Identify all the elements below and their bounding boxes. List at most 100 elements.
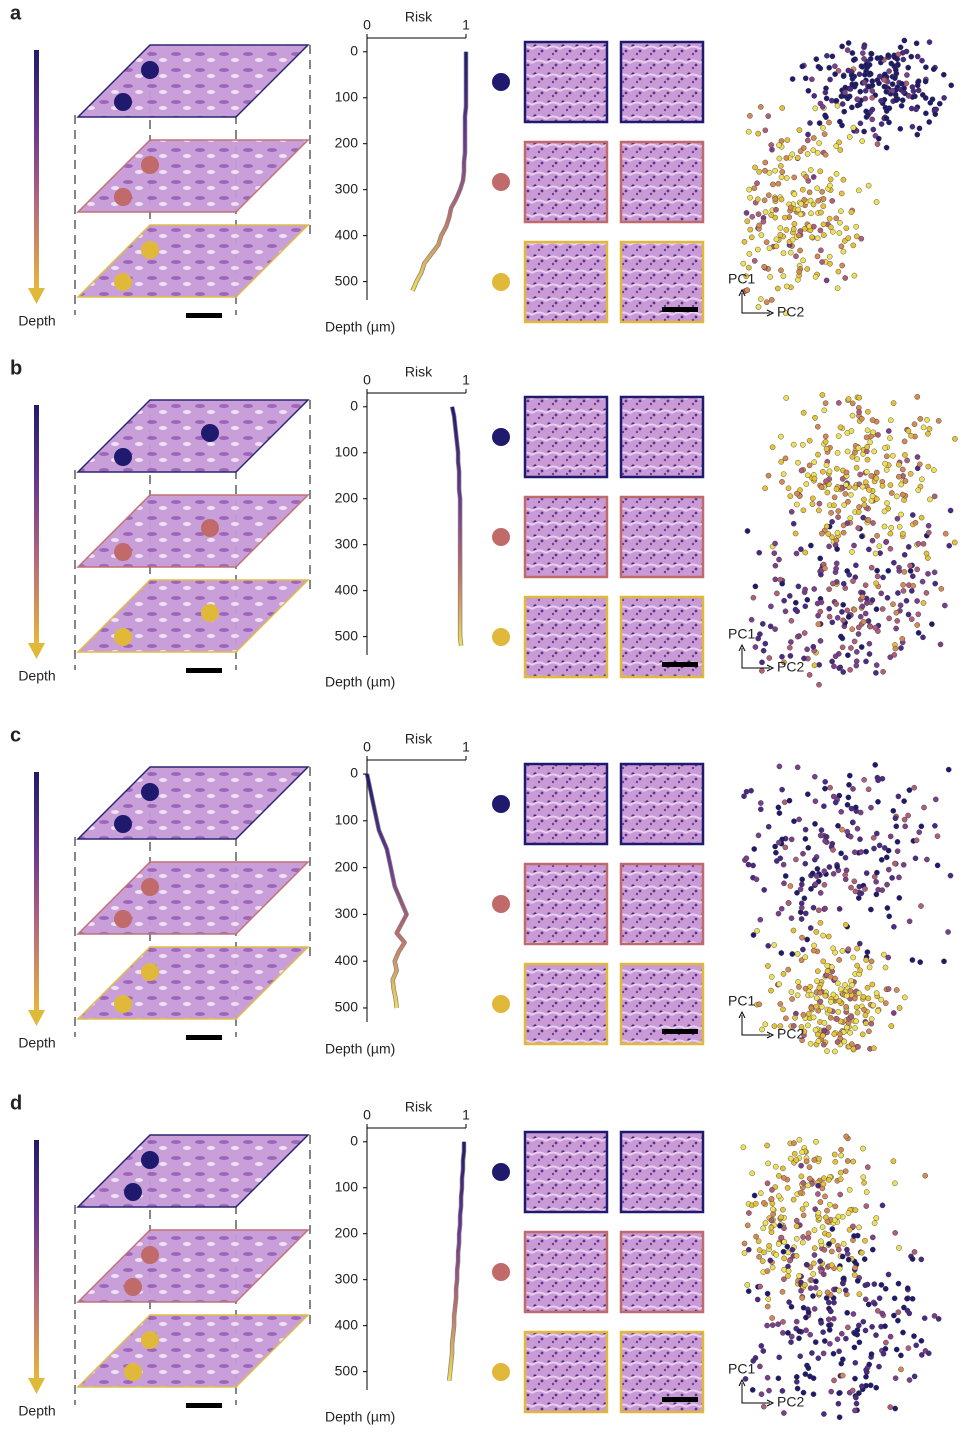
- embedding-dot: [778, 1214, 784, 1220]
- embedding-dot: [744, 218, 751, 225]
- embedding-dot: [740, 1144, 747, 1151]
- embedding-dot: [836, 400, 842, 406]
- embedding-dot: [888, 417, 894, 424]
- embedding-dot: [810, 1375, 817, 1381]
- embedding-dot: [841, 1038, 848, 1045]
- embedding-dot: [815, 1038, 822, 1044]
- embedding-dot: [806, 1175, 813, 1182]
- embedding-dot: [901, 37, 908, 44]
- y-axis-label: Depth (µm): [325, 674, 395, 690]
- embedding-dot: [891, 54, 898, 61]
- embedding-dot: [895, 1280, 902, 1287]
- embedding-dot: [850, 578, 856, 584]
- embedding-dot: [874, 496, 880, 502]
- x-tick-label: 0: [363, 17, 371, 33]
- embedding-dot: [831, 1031, 838, 1037]
- embedding-dot: [856, 504, 862, 510]
- embedding-dot: [805, 1022, 811, 1029]
- embedding-dot: [795, 459, 801, 466]
- embedding-dot: [895, 1317, 901, 1324]
- embedding-dot: [781, 1255, 788, 1262]
- embedding-dot: [825, 531, 832, 537]
- embedding-dot: [828, 509, 834, 516]
- embedding-dot: [868, 1351, 875, 1357]
- embedding-dot: [856, 101, 863, 108]
- embedding-dot: [879, 1310, 886, 1317]
- embedding-dot: [854, 649, 860, 655]
- embedding-dot: [756, 1254, 762, 1260]
- embedding-dot: [920, 634, 926, 641]
- embedding-dot: [862, 582, 869, 589]
- embedding-dot: [764, 1290, 771, 1297]
- embedding-dot: [810, 1014, 817, 1021]
- embedding-dot: [847, 515, 854, 521]
- embedding-dot: [764, 1374, 771, 1381]
- embedding-dot: [779, 786, 785, 793]
- embedding-dot: [795, 232, 802, 239]
- embedding-dot: [849, 1041, 855, 1047]
- slice-marker: [141, 1331, 159, 1349]
- embedding-dot: [862, 886, 868, 892]
- embedding-dot: [904, 1285, 911, 1291]
- embedding-dot: [820, 1329, 826, 1335]
- depth-arrow-head: [28, 288, 45, 304]
- embedding-dot: [836, 1348, 842, 1355]
- tile-marker: [492, 1363, 510, 1381]
- embedding-dot: [920, 541, 927, 547]
- embedding-dot: [918, 1256, 925, 1263]
- depth-label: Depth: [18, 668, 55, 684]
- embedding-dot: [813, 56, 820, 62]
- embedding-dot: [778, 163, 784, 169]
- embedding-dot: [907, 568, 914, 574]
- slice-marker: [114, 995, 132, 1013]
- embedding-dot: [932, 823, 938, 829]
- tissue-tile: [523, 862, 609, 946]
- embedding-dot: [788, 1304, 795, 1310]
- tissue-tile: [619, 495, 705, 579]
- embedding-dot: [801, 225, 808, 232]
- embedding-dot: [807, 1331, 814, 1338]
- embedding-dot: [778, 138, 785, 144]
- embedding-dot: [796, 816, 802, 823]
- embedding-dot: [926, 119, 933, 125]
- embedding-dot: [884, 500, 890, 506]
- y-tick-label: 100: [335, 88, 359, 104]
- embedding-dot: [804, 646, 810, 653]
- embedding-dot: [800, 1389, 807, 1396]
- embedding-dot: [811, 459, 818, 465]
- embedding-dot: [804, 597, 811, 603]
- embedding-dot: [762, 1021, 769, 1028]
- embedding-dot: [891, 1010, 897, 1016]
- embedding-dot: [864, 949, 871, 955]
- embedding-dot: [845, 652, 851, 659]
- embedding-dot: [836, 1390, 842, 1396]
- embedding-dot: [914, 131, 921, 138]
- embedding-dot: [884, 595, 891, 601]
- embedding-dot: [762, 159, 769, 166]
- embedding-dot: [845, 794, 852, 801]
- embedding-dot: [811, 942, 817, 949]
- embedding-dot: [824, 1207, 830, 1214]
- embedding-dot: [904, 72, 910, 78]
- embedding-dot: [810, 904, 817, 911]
- embedding-dot: [853, 223, 860, 230]
- pc-axes: [741, 1383, 770, 1404]
- embedding-dot: [776, 763, 783, 770]
- embedding-dot: [821, 1271, 827, 1278]
- slice-marker: [141, 878, 159, 896]
- slice-marker: [124, 1183, 142, 1201]
- tile-marker: [492, 428, 510, 446]
- embedding-dot: [873, 606, 880, 613]
- embedding-dot: [889, 490, 895, 496]
- embedding-dot: [852, 1265, 858, 1271]
- embedding-dot: [779, 1388, 786, 1394]
- embedding-dot: [887, 654, 894, 661]
- embedding-dot: [864, 600, 870, 606]
- slice-marker: [201, 604, 219, 622]
- embedding-dot: [812, 105, 819, 112]
- embedding-dot: [794, 951, 801, 957]
- embedding-dot: [829, 53, 836, 60]
- embedding-dot: [835, 508, 842, 514]
- embedding-dot: [896, 461, 902, 468]
- embedding-dot: [873, 891, 880, 898]
